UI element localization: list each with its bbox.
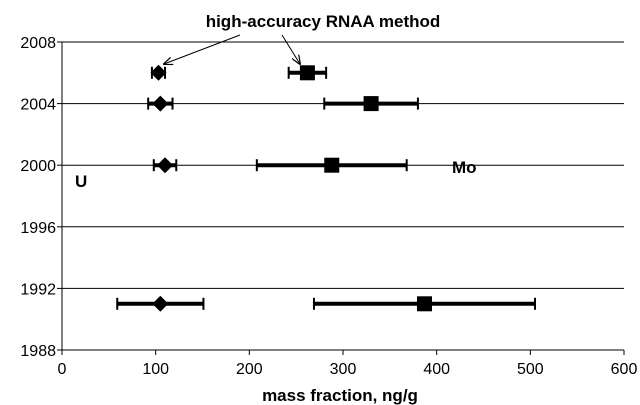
y-tick-label: 1996 xyxy=(20,220,56,237)
x-tick-label: 300 xyxy=(330,361,357,378)
x-tick-label: 0 xyxy=(58,361,67,378)
x-tick-label: 500 xyxy=(517,361,544,378)
data-point-u xyxy=(157,157,174,174)
annotation-arrow-u xyxy=(164,34,241,64)
tick-labels: 1988 1992 1996 2000 2004 2008 0 100 200 300 400 500… xyxy=(20,35,637,378)
x-tick-label: 200 xyxy=(236,361,263,378)
x-tick-label: 600 xyxy=(611,361,638,378)
data-point-mo xyxy=(299,65,315,81)
series-label-mo: Mo xyxy=(452,158,477,177)
method-annotation: high-accuracy RNAA method xyxy=(206,12,441,31)
y-tick-label: 2000 xyxy=(20,158,56,175)
data-marks xyxy=(116,64,537,312)
y-tick-label: 2008 xyxy=(20,35,56,52)
x-tick-label: 100 xyxy=(142,361,169,378)
series-label-u: U xyxy=(75,172,87,191)
axes xyxy=(57,41,625,355)
data-point-mo xyxy=(363,96,379,112)
x-axis-title: mass fraction, ng/g xyxy=(262,386,418,405)
x-tick-label: 400 xyxy=(423,361,450,378)
y-tick-label: 2004 xyxy=(20,97,56,114)
annotation-arrow-mo xyxy=(281,34,300,64)
y-tick-label: 1988 xyxy=(20,343,56,360)
data-point-u xyxy=(152,95,169,112)
data-point-u xyxy=(150,64,167,81)
data-point-u xyxy=(152,295,169,312)
y-tick-label: 1992 xyxy=(20,281,56,298)
data-point-mo xyxy=(324,157,340,173)
data-point-mo xyxy=(416,296,432,312)
